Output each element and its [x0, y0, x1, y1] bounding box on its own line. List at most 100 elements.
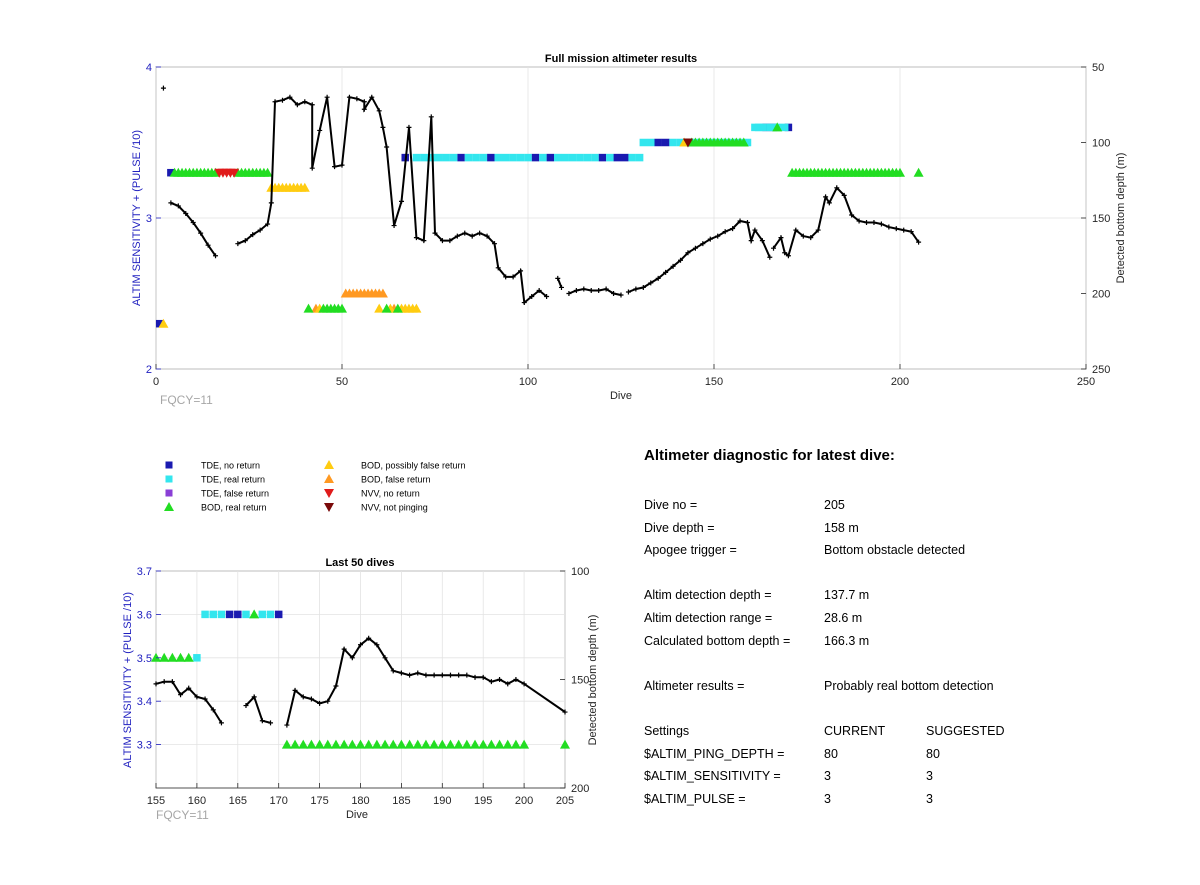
tde-no-return-marker	[598, 153, 607, 162]
dive-no-label: Dive no =	[644, 498, 698, 512]
depth-point	[431, 672, 437, 678]
bod-real-return-marker	[404, 739, 415, 749]
bod-real-return-marker	[355, 739, 366, 749]
depth-point	[292, 687, 298, 693]
last-50-y2label: Detected bottom depth (m)	[587, 615, 599, 746]
depth-point	[349, 655, 355, 661]
full-mission-ticks: 0 50 100 150 200 250 2 3 4 50 100 150 200 250	[146, 62, 1110, 388]
depth-point	[849, 212, 855, 218]
depth-point	[361, 99, 367, 105]
bod-false-return-marker	[377, 288, 388, 298]
x-tick-label: 250	[1077, 376, 1095, 388]
bod-real-return-marker	[470, 739, 481, 749]
x-tick-label: 175	[310, 795, 328, 807]
tde-real-return-marker	[242, 610, 250, 619]
tde-no-return-marker	[546, 153, 555, 162]
bod-real-return-marker	[306, 739, 317, 749]
depth-point	[210, 707, 216, 713]
depth-point	[161, 679, 167, 685]
x-tick-label: 205	[556, 795, 574, 807]
bod-possibly-false-marker	[299, 182, 310, 192]
depth-line	[772, 186, 920, 258]
dive-depth-value: 158 m	[824, 520, 859, 535]
depth-point	[618, 292, 624, 298]
tde-real-return-marker	[591, 153, 599, 162]
depth-point	[555, 275, 561, 281]
legend-label: BOD, false return	[361, 475, 431, 485]
x-tick-label: 150	[705, 376, 723, 388]
depth-point	[324, 94, 330, 100]
last-50-dives-chart: 155 160 165 170 175 180 185 190 195 200 2053.33.43…	[122, 557, 599, 822]
altim-depth-label: Altim detection depth =	[644, 588, 772, 603]
depth-point	[800, 233, 806, 239]
setting-current: 3	[824, 791, 831, 806]
tde-real-return-marker	[628, 153, 636, 162]
bod-real-return-marker	[322, 739, 333, 749]
tde-no-return-marker	[613, 153, 622, 162]
depth-point	[700, 241, 706, 247]
depth-point	[235, 241, 241, 247]
depth-point	[198, 230, 204, 236]
depth-point	[376, 108, 382, 114]
depth-point	[279, 97, 285, 103]
altimeter-diagnostic-panel: Altimeter diagnostic for latest dive: Di…	[644, 447, 1164, 810]
dive-depth-row: Dive depth = 158 m	[644, 517, 1164, 540]
depth-point	[287, 94, 293, 100]
bod-real-return-marker	[339, 739, 350, 749]
y2-tick-label: 200	[1092, 289, 1110, 301]
last-50-xlabel: Dive	[346, 809, 368, 821]
depth-point	[730, 226, 736, 232]
legend-marker	[324, 489, 334, 498]
tde-real-return-marker	[576, 153, 584, 162]
y-tick-label: 3	[146, 213, 152, 225]
full-mission-footnote: FQCY=11	[160, 393, 213, 407]
bod-real-return-marker	[895, 167, 905, 177]
depth-point	[300, 694, 306, 700]
tde-real-return-marker	[193, 654, 201, 662]
bod-real-return-marker	[281, 739, 292, 749]
setting-row: $ALTIM_SENSITIVITY = 3 3	[644, 765, 1164, 788]
tde-real-return-marker	[434, 153, 443, 162]
bod-real-return-marker	[486, 739, 497, 749]
tde-real-return-marker	[583, 153, 592, 162]
legend: TDE, no return TDE, real return TDE, false…	[164, 460, 466, 513]
depth-point	[382, 655, 388, 661]
x-tick-label: 0	[153, 376, 159, 388]
dive-no-row: Dive no = 205	[644, 494, 1164, 517]
tde-no-return-marker	[457, 153, 465, 162]
depth-point	[633, 286, 639, 292]
setting-row: $ALTIM_PULSE = 3 3	[644, 788, 1164, 811]
depth-point	[390, 668, 396, 674]
depth-point	[495, 265, 501, 271]
setting-name: $ALTIM_PULSE =	[644, 791, 746, 806]
depth-point	[871, 220, 877, 226]
depth-point	[415, 670, 421, 676]
depth-point	[477, 230, 483, 236]
depth-point	[325, 698, 331, 704]
depth-point	[823, 194, 829, 200]
depth-point	[358, 642, 363, 648]
tde-real-return-marker	[669, 138, 677, 147]
depth-point	[505, 681, 511, 687]
depth-point	[901, 227, 907, 233]
depth-point	[472, 674, 478, 680]
bod-possibly-false-marker	[374, 303, 385, 313]
nvv-no-return-marker	[229, 168, 240, 178]
depth-point	[242, 238, 248, 244]
bod-real-return-marker	[371, 739, 382, 749]
depth-point	[771, 245, 777, 251]
tde-no-return-marker	[531, 153, 540, 162]
depth-point	[257, 227, 263, 233]
bod-real-return-marker	[151, 652, 161, 662]
depth-point	[715, 233, 721, 239]
tde-real-return-marker	[201, 610, 209, 619]
bod-real-return-marker	[461, 739, 472, 749]
depth-point	[782, 250, 788, 256]
apogee-row: Apogee trigger = Bottom obstacle detecte…	[644, 539, 1164, 562]
depth-point	[558, 284, 564, 290]
depth-point	[521, 681, 527, 687]
depth-point	[423, 672, 429, 678]
x-tick-label: 160	[188, 795, 206, 807]
tde-no-return-marker	[225, 610, 234, 619]
tde-no-return-marker	[620, 153, 629, 162]
